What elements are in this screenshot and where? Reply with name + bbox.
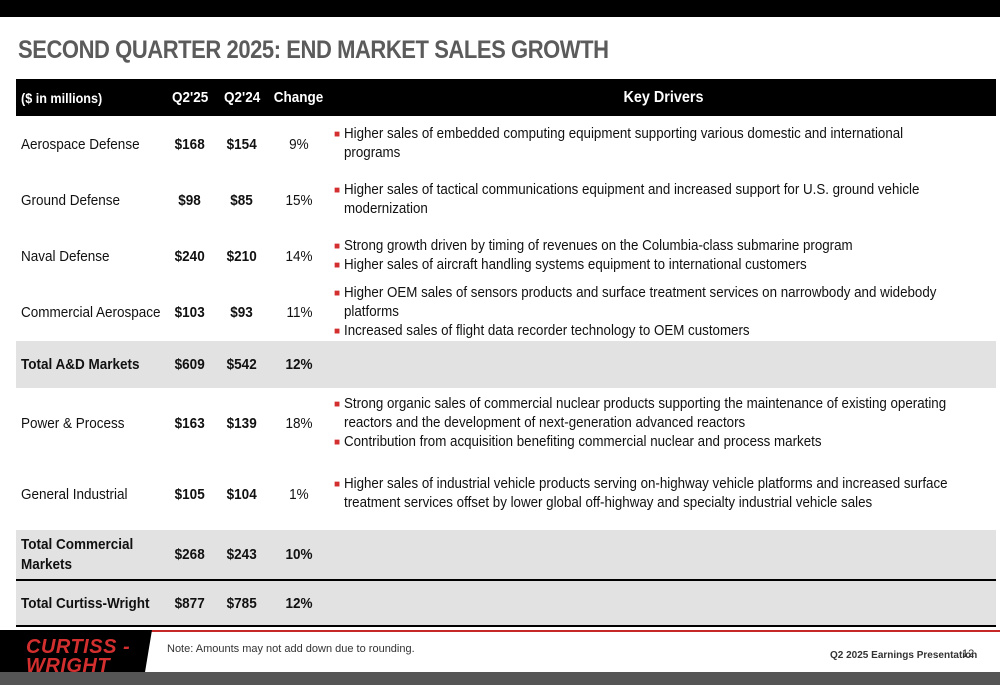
key-drivers: [330, 530, 996, 580]
q224-value: $210: [226, 247, 258, 265]
q224-value: $542: [216, 341, 268, 388]
key-drivers: [330, 579, 996, 627]
q225-value: $168: [174, 135, 206, 153]
header-units: ($ in millions): [16, 79, 164, 116]
square-bullet-icon: ■: [334, 436, 341, 448]
slide-title: SECOND QUARTER 2025: END MARKET SALES GR…: [18, 36, 609, 64]
driver-item: ■ Higher sales of aircraft handling syste…: [334, 257, 807, 273]
top-bar: [0, 0, 1000, 17]
table-row: Commercial Aerospace $103 $93 11% ■ Highe…: [16, 284, 996, 341]
change-value: 12%: [268, 341, 330, 388]
square-bullet-icon: ■: [334, 479, 341, 490]
segment-name: Naval Defense: [21, 247, 110, 265]
segment-name: Total A&D Markets: [16, 341, 164, 388]
driver-item: ■ Increased sales of flight data recorder…: [334, 323, 750, 339]
header-key-drivers: Key Drivers: [330, 79, 996, 116]
q224-value: $785: [216, 579, 268, 627]
q225-value: $98: [178, 191, 202, 209]
change-value: 18%: [285, 414, 313, 432]
q225-value: $163: [174, 414, 206, 432]
segment-name: Commercial Aerospace: [21, 304, 161, 321]
change-value: 12%: [268, 579, 330, 627]
q224-value: $243: [216, 530, 268, 580]
change-value: 15%: [285, 191, 313, 209]
square-bullet-icon: ■: [334, 129, 341, 140]
q224-value: $139: [226, 414, 258, 432]
subtotal-row: Total Commercial Markets $268 $243 10%: [16, 530, 996, 580]
change-value: 10%: [268, 530, 330, 580]
segment-name: Ground Defense: [21, 191, 121, 209]
segment-name: Total Commercial Markets: [16, 530, 164, 580]
header-q225: Q2'25: [164, 79, 216, 116]
q225-value: $240: [174, 247, 206, 265]
footer-accent-line: [150, 630, 1000, 632]
q225-value: $105: [174, 485, 206, 503]
key-drivers: ■ Higher sales of industrial vehicle prod…: [330, 458, 996, 530]
q225-value: $877: [164, 579, 216, 627]
end-market-sales-table: ($ in millions) Q2'25 Q2'24 Change Key D…: [16, 79, 996, 627]
square-bullet-icon: ■: [334, 326, 341, 337]
logo-wordmark: CURTISS - WRIGHT: [26, 636, 131, 677]
change-value: 1%: [289, 485, 309, 503]
change-value: 14%: [285, 247, 313, 265]
driver-item: ■ Higher sales of industrial vehicle prod…: [334, 476, 948, 511]
presentation-name: Q2 2025 Earnings Presentation: [830, 650, 978, 661]
driver-item: ■ Higher OEM sales of sensors products an…: [334, 285, 937, 320]
page-number: 12: [962, 648, 975, 660]
table-row: Aerospace Defense $168 $154 9% ■ Higher s…: [16, 116, 996, 172]
key-drivers: ■ Strong organic sales of commercial nucl…: [330, 388, 996, 458]
q225-value: $609: [164, 341, 216, 388]
key-drivers: ■ Higher sales of embedded computing equi…: [330, 116, 996, 172]
rounding-note: Note: Amounts may not add down due to ro…: [167, 643, 415, 655]
table-row: Naval Defense $240 $210 14% ■ Strong grow…: [16, 228, 996, 284]
square-bullet-icon: ■: [334, 260, 341, 271]
driver-item: ■ Strong growth driven by timing of reven…: [334, 238, 853, 254]
square-bullet-icon: ■: [334, 398, 341, 410]
q224-value: $93: [230, 304, 254, 321]
change-value: 11%: [285, 304, 313, 321]
header-change: Change: [268, 79, 330, 116]
q224-value: $154: [226, 135, 258, 153]
table-row: Ground Defense $98 $85 15% ■ Higher sales…: [16, 172, 996, 228]
driver-item: ■ Strong organic sales of commercial nucl…: [334, 395, 947, 431]
driver-item: ■ Higher sales of tactical communications…: [334, 182, 920, 217]
q225-value: $268: [164, 530, 216, 580]
subtotal-row: Total A&D Markets $609 $542 12%: [16, 341, 996, 388]
table-row: Power & Process $163 $139 18% ■ Strong or…: [16, 388, 996, 458]
segment-name: Power & Process: [21, 414, 125, 432]
square-bullet-icon: ■: [334, 288, 341, 299]
key-drivers: [330, 341, 996, 388]
key-drivers: ■ Strong growth driven by timing of reven…: [330, 228, 996, 284]
square-bullet-icon: ■: [334, 185, 341, 196]
driver-item: ■ Higher sales of embedded computing equi…: [334, 126, 904, 161]
grand-total-row: Total Curtiss-Wright $877 $785 12%: [16, 579, 996, 627]
segment-name: Aerospace Defense: [21, 135, 140, 153]
header-q224: Q2'24: [216, 79, 268, 116]
change-value: 9%: [289, 135, 309, 153]
square-bullet-icon: ■: [334, 241, 341, 252]
q225-value: $103: [174, 304, 206, 321]
q224-value: $104: [226, 485, 258, 503]
driver-item: ■ Contribution from acquisition benefitin…: [334, 433, 822, 450]
segment-name: General Industrial: [21, 485, 128, 503]
table-header-row: ($ in millions) Q2'25 Q2'24 Change Key D…: [16, 79, 996, 116]
table-row: General Industrial $105 $104 1% ■ Higher …: [16, 458, 996, 530]
segment-name: Total Curtiss-Wright: [16, 579, 164, 627]
footer-bar: [0, 672, 1000, 685]
key-drivers: ■ Higher OEM sales of sensors products an…: [330, 284, 996, 341]
key-drivers: ■ Higher sales of tactical communications…: [330, 172, 996, 228]
q224-value: $85: [230, 191, 254, 209]
